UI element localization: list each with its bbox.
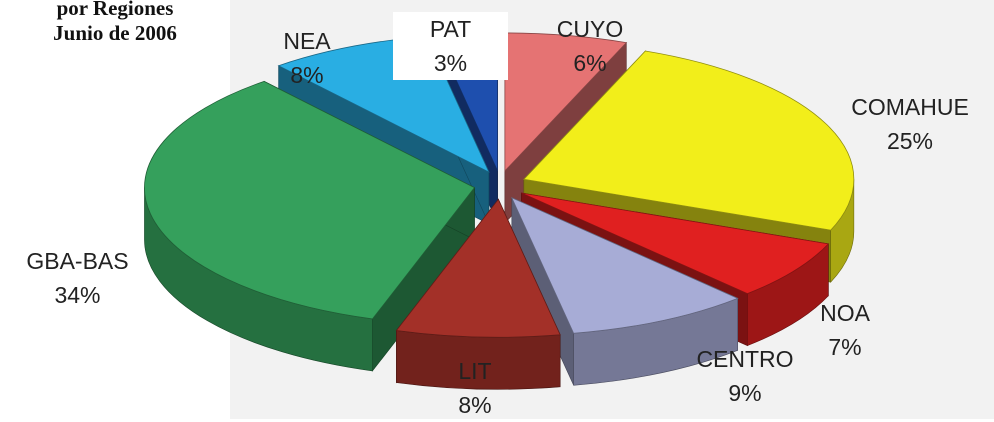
slice-label-noa: NOA 7%	[800, 296, 890, 364]
slice-top	[521, 192, 830, 295]
chart-title-line-2: Junio de 2006	[53, 21, 177, 45]
chart-title: por Regiones Junio de 2006	[0, 0, 230, 46]
slice-pct-cuyo: 6%	[573, 50, 607, 76]
slice-top	[395, 198, 561, 338]
slice-name-gba-bas: GBA-BAS	[26, 248, 129, 274]
slice-pct-nea: 8%	[290, 62, 324, 88]
slice-top	[144, 80, 476, 320]
pie-slice-gba-bas	[144, 80, 476, 372]
slice-label-nea: NEA 8%	[262, 24, 352, 92]
slice-name-noa: NOA	[820, 300, 870, 326]
slice-pct-comahue: 25%	[886, 128, 934, 154]
slice-pct-lit: 8%	[458, 392, 492, 418]
slice-name-comahue: COMAHUE	[851, 94, 969, 120]
chart-title-line-1: por Regiones	[56, 0, 174, 20]
slice-name-centro: CENTRO	[696, 346, 794, 372]
slice-name-nea: NEA	[283, 28, 331, 54]
slice-pct-pat: 3%	[433, 50, 468, 76]
slice-pct-gba-bas: 34%	[54, 282, 101, 308]
slice-pct-centro: 9%	[728, 380, 762, 406]
slice-label-comahue: COMAHUE 25%	[830, 90, 990, 158]
slice-label-gba-bas: GBA-BAS 34%	[0, 244, 155, 312]
slice-label-lit: LIT 8%	[440, 354, 510, 422]
slice-pct-noa: 7%	[828, 334, 862, 360]
slice-name-cuyo: CUYO	[556, 16, 624, 42]
slice-label-cuyo: CUYO 6%	[535, 12, 645, 80]
slice-name-pat: PAT	[429, 16, 472, 42]
slice-label-pat: PAT 3%	[393, 12, 508, 80]
pie-slice-lit	[395, 198, 561, 390]
slice-top	[523, 50, 855, 231]
slice-label-centro: CENTRO 9%	[675, 342, 815, 410]
slice-top	[511, 196, 739, 334]
slice-name-lit: LIT	[458, 358, 492, 384]
